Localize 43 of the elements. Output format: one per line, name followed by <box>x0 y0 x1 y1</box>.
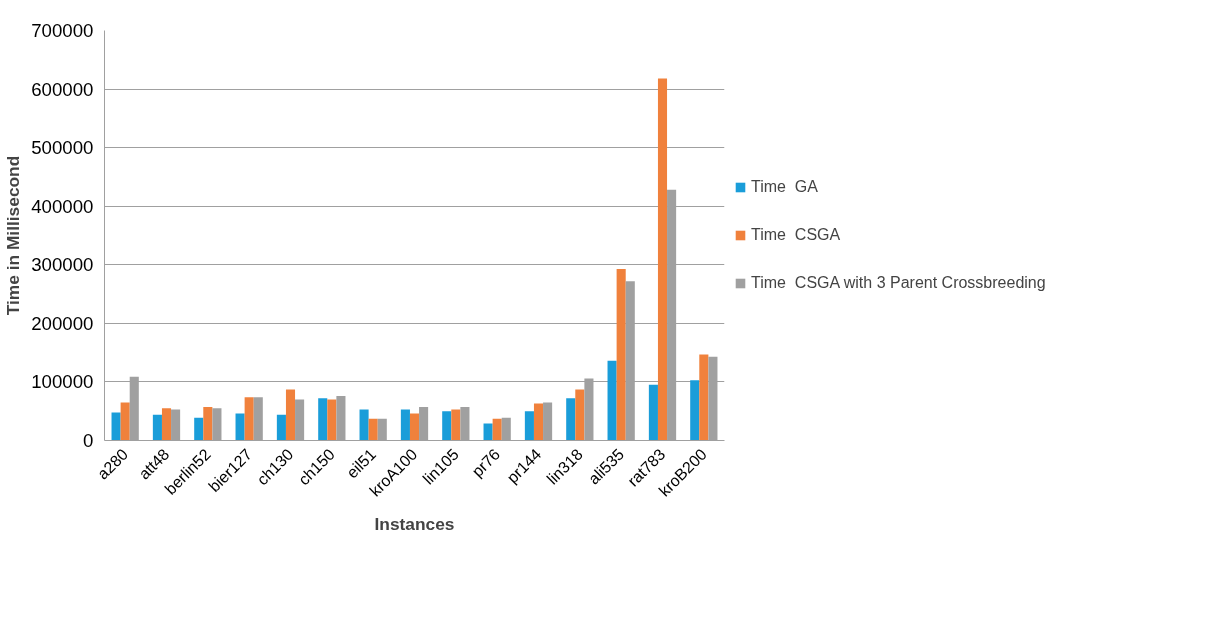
bar <box>400 409 410 441</box>
bar <box>244 397 254 441</box>
bar <box>524 411 534 441</box>
y-tick-label: 700000 <box>31 20 94 41</box>
bar <box>120 402 130 441</box>
bar <box>276 414 286 441</box>
bar <box>327 399 337 441</box>
bar <box>161 408 172 441</box>
bar <box>194 417 204 441</box>
bar <box>368 418 378 441</box>
bar <box>152 414 162 441</box>
y-axis-title: Time in Millisecond <box>3 155 24 316</box>
bar <box>699 354 709 441</box>
bar <box>566 398 576 441</box>
bar <box>318 398 328 441</box>
bar <box>111 412 121 441</box>
bar <box>690 380 700 441</box>
bar <box>359 409 369 441</box>
y-tick-label: 400000 <box>31 195 94 217</box>
y-tick-label: 0 <box>83 430 94 451</box>
bar <box>285 389 296 441</box>
bar <box>657 78 668 441</box>
legend-label: Time GA <box>751 178 818 196</box>
y-tick-label: 300000 <box>31 254 94 276</box>
bar <box>451 409 461 441</box>
y-tick-label: 500000 <box>31 137 94 159</box>
bar <box>235 413 245 441</box>
bar <box>442 411 452 441</box>
y-tick-label: 200000 <box>31 312 94 334</box>
y-tick-label: 100000 <box>31 371 94 393</box>
bar <box>575 389 585 441</box>
bar <box>616 268 626 441</box>
bar <box>483 423 493 441</box>
x-axis-title: Instances <box>374 513 455 534</box>
bar <box>203 407 213 441</box>
bar <box>607 360 617 441</box>
bar <box>492 418 502 441</box>
legend-label: Time CSGA <box>751 226 841 244</box>
bar <box>409 413 420 441</box>
bar <box>648 384 658 441</box>
y-tick-label: 600000 <box>31 78 94 100</box>
bar <box>533 403 544 441</box>
legend-label: Time CSGA with 3 Parent Crossbreeding <box>751 274 1046 292</box>
